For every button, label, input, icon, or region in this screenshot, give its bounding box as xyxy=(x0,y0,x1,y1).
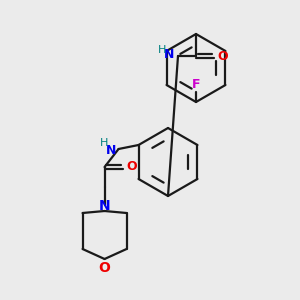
Text: O: O xyxy=(218,50,228,62)
Text: N: N xyxy=(106,143,117,157)
Text: N: N xyxy=(99,199,110,213)
Text: N: N xyxy=(164,49,174,62)
Text: H: H xyxy=(100,138,109,148)
Text: H: H xyxy=(158,45,166,55)
Text: F: F xyxy=(192,79,200,92)
Text: O: O xyxy=(99,261,110,275)
Text: O: O xyxy=(126,160,137,173)
